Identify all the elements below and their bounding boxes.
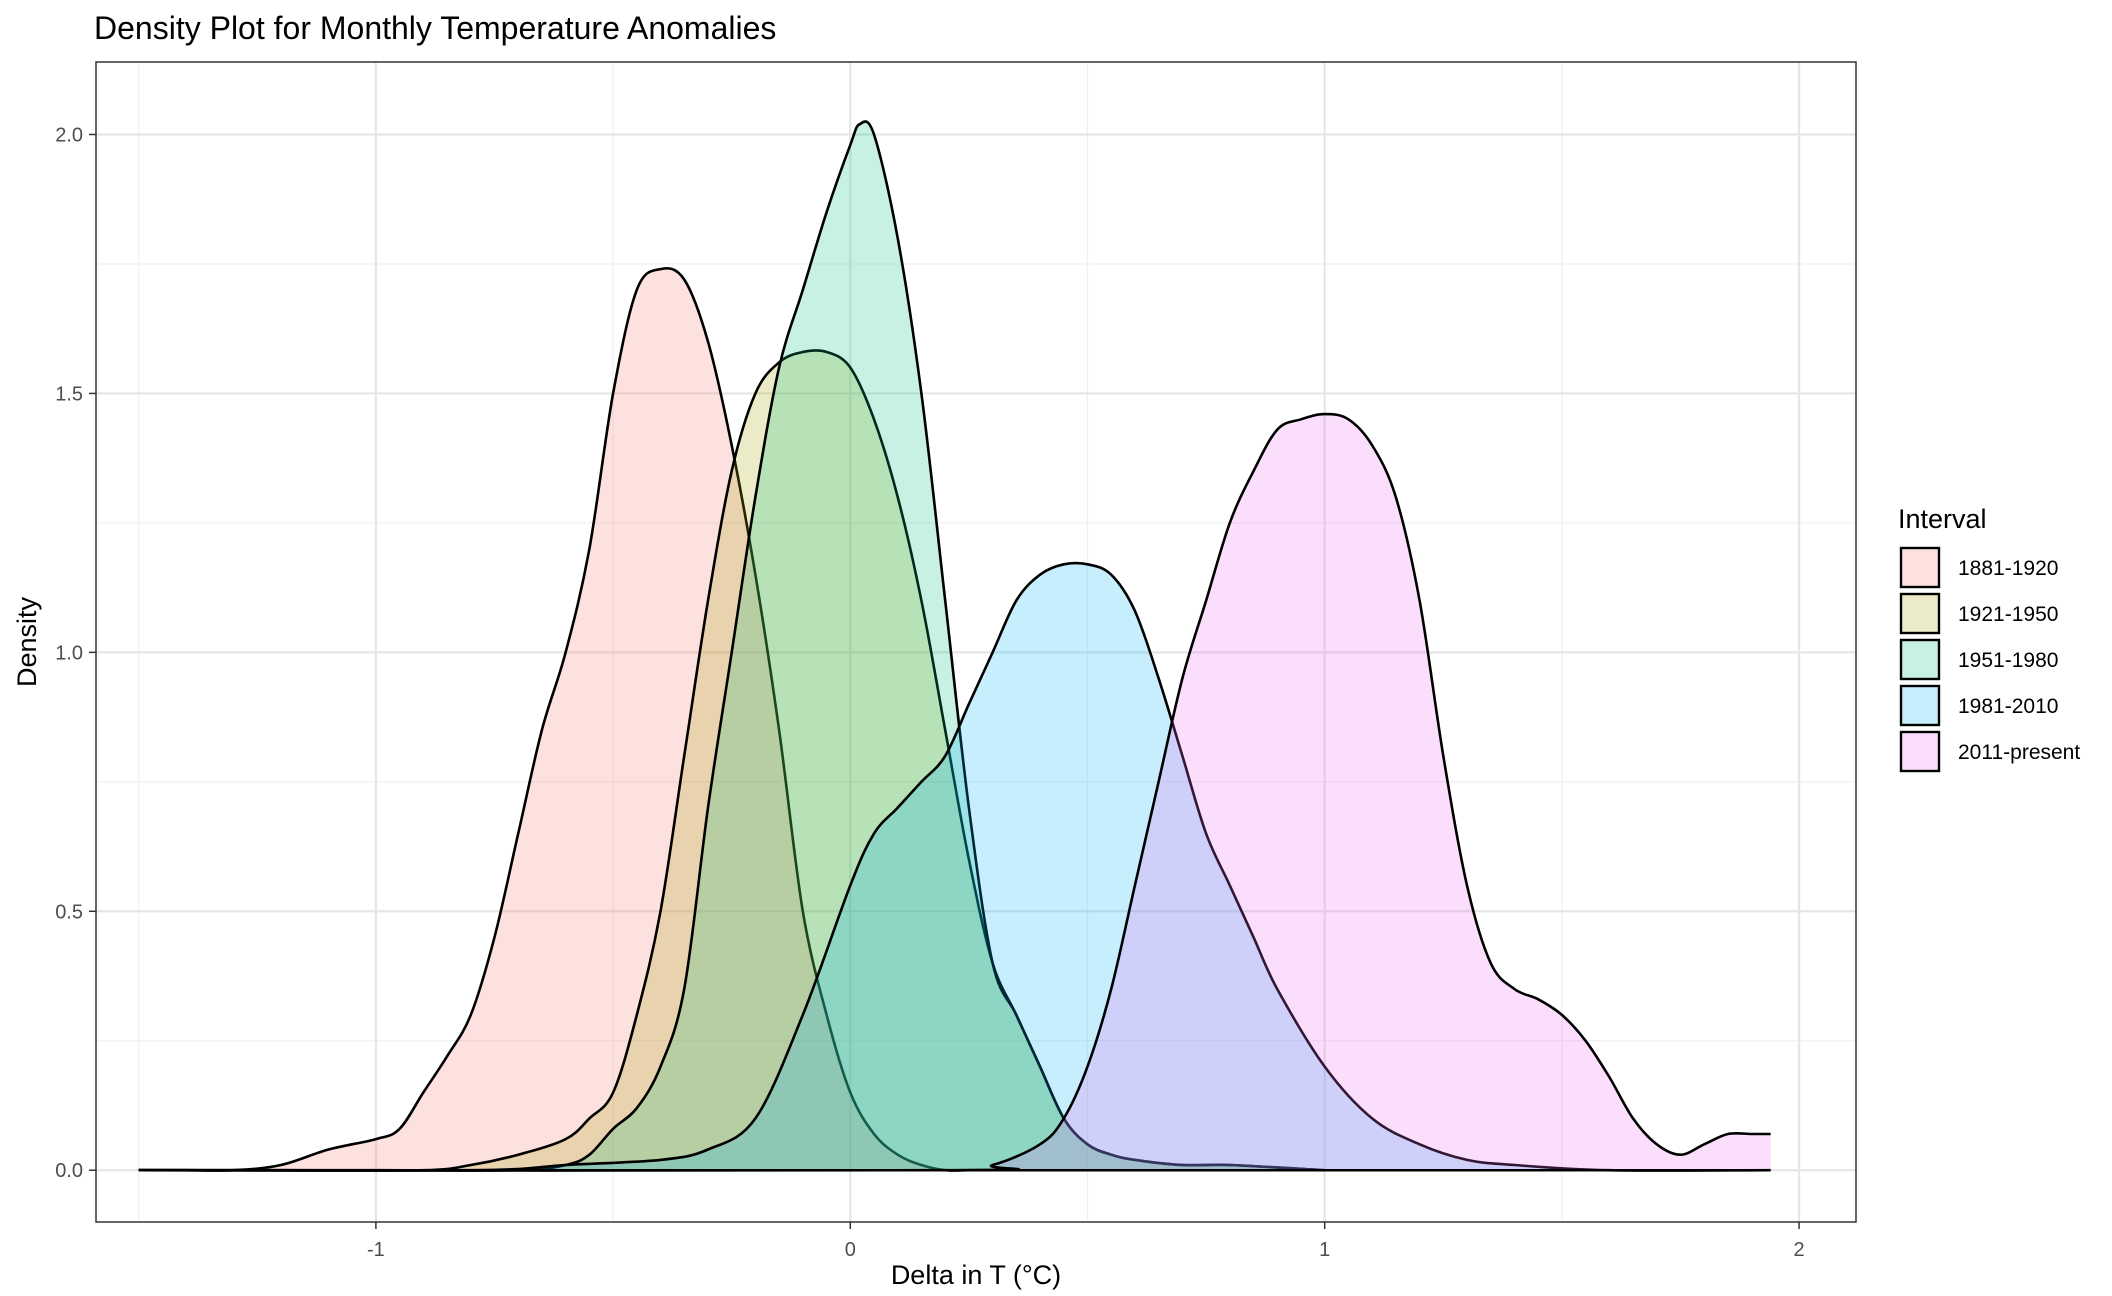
y-tick-label: 1.5 [55,383,83,405]
series-layer [138,120,1771,1172]
grid-major [96,62,1856,1222]
legend-key-1981-2010 [1899,684,1941,727]
density-area-1881-1920 [138,268,993,1171]
y-tick-labels: 0.0 0.5 1.0 1.5 2.0 [55,125,83,1183]
density-area-1981-2010 [138,563,1771,1171]
y-tick-label: 0.0 [55,1160,83,1182]
legend-label-1951-1980: 1951-1980 [1958,649,2058,672]
legend-key-1881-1920 [1899,546,1941,589]
legend-key-bg-1981-2010 [1900,685,1940,726]
y-tick-label: 0.5 [55,901,83,923]
axis-ticks [89,133,1800,1229]
density-line-1981-2010 [138,561,1771,1172]
density-area-1951-1980 [138,121,1325,1171]
legend-key-1951-1980 [1899,638,1941,681]
legend-key-bg-1881-1920 [1900,547,1940,588]
x-axis-title: Delta in T (°C) [891,1260,1061,1290]
legend-key-bg-1921-1950 [1900,593,1940,634]
legend-key-bg-2011-present [1900,731,1940,772]
legend-key-2011-present [1899,730,1941,773]
legend-label-1981-2010: 1981-2010 [1958,695,2058,718]
x-tick-label: 0 [845,1239,856,1261]
x-tick-labels: -1 0 1 2 [367,1239,1805,1261]
x-tick-label: 1 [1319,1239,1330,1261]
legend-items: 1881-1920 1921-1950 1951-1980 1981-2010 2011… [1899,546,2080,773]
density-line-1881-1920 [138,267,993,1172]
legend-label-1921-1950: 1921-1950 [1958,603,2058,626]
chart-title: Density Plot for Monthly Temperature Ano… [94,10,777,46]
legend-key-1921-1950 [1899,592,1941,635]
legend: Interval 1881-1920 1921-1950 1951-1980 1981… [1898,504,2080,773]
y-tick-label: 2.0 [55,125,83,147]
panel-border [95,61,1857,1223]
x-tick-label: 2 [1794,1239,1805,1261]
density-area-1921-1950 [138,350,1325,1171]
legend-key-bg-1951-1980 [1900,639,1940,680]
legend-title: Interval [1898,504,1987,534]
y-axis-title: Density [12,596,42,687]
legend-label-1881-1920: 1881-1920 [1958,557,2058,580]
y-tick-label: 1.0 [55,642,83,664]
legend-label-2011-present: 2011-present [1958,741,2080,764]
x-tick-label: -1 [367,1239,385,1261]
grid-minor [96,62,1856,1222]
density-line-2011-present [138,412,1771,1172]
density-area-2011-present [138,414,1771,1171]
